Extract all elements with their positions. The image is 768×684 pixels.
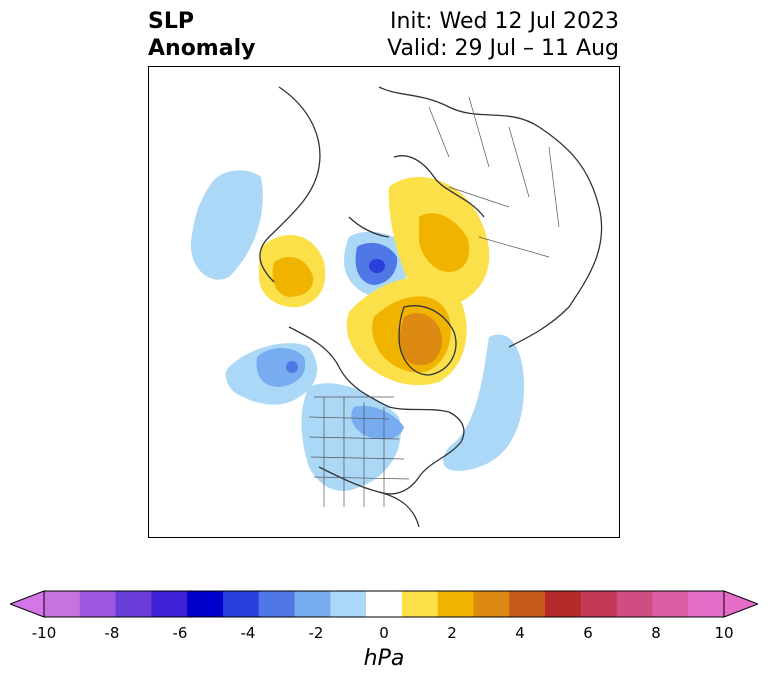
colorbar-segment bbox=[688, 591, 725, 617]
init-date: Init: Wed 12 Jul 2023 bbox=[389, 9, 619, 34]
colorbar-tick-label: 6 bbox=[583, 624, 593, 642]
colorbar-tick-label: -2 bbox=[308, 624, 324, 642]
colorbar-segment bbox=[294, 591, 331, 617]
title-line-2: Anomaly bbox=[148, 36, 256, 61]
negative-anomaly-shading bbox=[190, 170, 524, 491]
colorbar-segment bbox=[509, 591, 546, 617]
title-line-1: SLP bbox=[148, 9, 194, 34]
colorbar-segment bbox=[115, 591, 152, 617]
colorbar-segment bbox=[187, 591, 224, 617]
colorbar-tick-label: 8 bbox=[651, 624, 661, 642]
colorbar-segment bbox=[401, 591, 439, 617]
colorbar-segment bbox=[616, 591, 653, 617]
colorbar-tick-label: 10 bbox=[714, 624, 734, 642]
positive-anomaly-shading bbox=[259, 177, 490, 386]
colorbar-tick-label: -10 bbox=[31, 624, 57, 642]
colorbar-segment bbox=[473, 591, 510, 617]
colorbar-segment bbox=[222, 591, 260, 617]
colorbar-tick-label: 2 bbox=[447, 624, 457, 642]
map-title: SLP Anomaly bbox=[148, 8, 255, 62]
colorbar bbox=[10, 590, 758, 618]
colorbar-segment bbox=[437, 591, 474, 617]
colorbar-tick-label: 0 bbox=[379, 624, 389, 642]
colorbar-segment bbox=[79, 591, 117, 617]
colorbar-segment bbox=[258, 591, 296, 617]
map-dates: Init: Wed 12 Jul 2023 Valid: 29 Jul – 11… bbox=[387, 8, 619, 62]
colorbar-tick-label: -6 bbox=[172, 624, 188, 642]
colorbar-segment bbox=[366, 591, 403, 617]
colorbar-segment bbox=[330, 591, 367, 617]
map-panel bbox=[148, 66, 620, 538]
political-borders bbox=[308, 96, 560, 507]
map-canvas bbox=[190, 86, 603, 528]
colorbar-tick-label: -8 bbox=[104, 624, 120, 642]
coastlines bbox=[259, 86, 603, 528]
colorbar-segment bbox=[151, 591, 188, 617]
colorbar-segment bbox=[652, 591, 689, 617]
colorbar-segment bbox=[44, 591, 81, 617]
colorbar-segment bbox=[545, 591, 582, 617]
colorbar-over-extension bbox=[723, 590, 758, 618]
colorbar-under-extension bbox=[10, 590, 45, 618]
colorbar-unit: hPa bbox=[363, 646, 405, 671]
colorbar-tick-label: -4 bbox=[240, 624, 256, 642]
colorbar-tick-label: 4 bbox=[515, 624, 525, 642]
colorbar-segment bbox=[580, 591, 618, 617]
valid-period: Valid: 29 Jul – 11 Aug bbox=[387, 36, 619, 61]
